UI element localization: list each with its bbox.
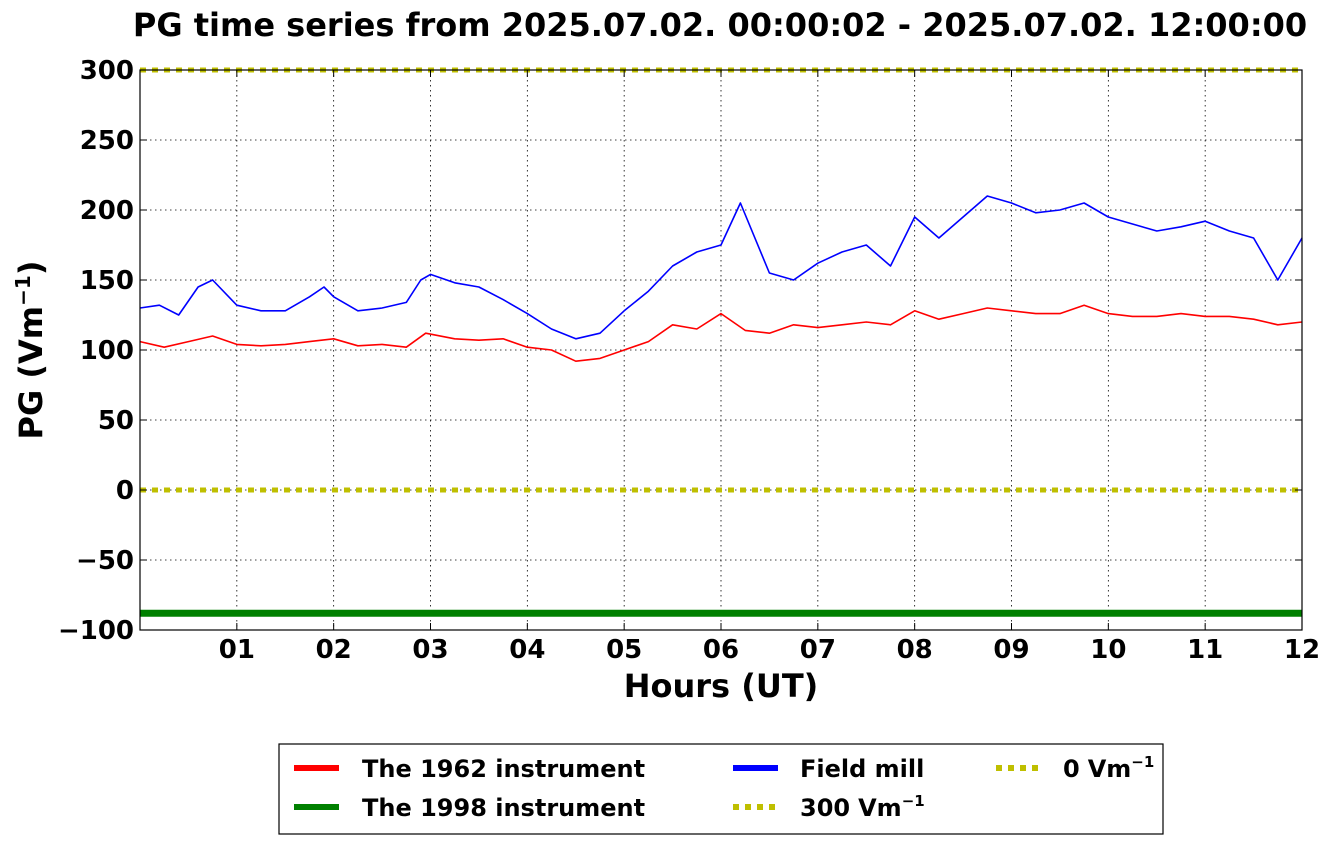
- y-axis-label-suffix: ): [12, 261, 50, 276]
- legend-label-300-exp: −1: [902, 792, 925, 810]
- legend-label-300: 300 Vm−1: [800, 792, 925, 822]
- legend-label-0-exp: −1: [1131, 753, 1154, 771]
- legend-label-0-unit: Vm: [1088, 755, 1132, 783]
- legend-label-300-unit: Vm: [858, 794, 902, 822]
- y-axis-label-unit: Vm: [12, 306, 50, 364]
- y-tick-label: 0: [116, 476, 134, 506]
- x-tick-label: 10: [1090, 635, 1126, 665]
- x-tick-label: 11: [1187, 635, 1223, 665]
- y-axis-label-prefix: PG (: [12, 364, 50, 439]
- y-tick-label: 200: [80, 196, 134, 226]
- grid: [140, 69, 1303, 631]
- series-line-0: [139, 304, 1303, 363]
- y-axis-label-exponent: −1: [11, 275, 35, 306]
- y-tick-label: −100: [58, 616, 134, 646]
- legend-label-1998: The 1998 instrument: [362, 794, 645, 822]
- y-tick-label: 300: [80, 56, 134, 86]
- x-tick-label: 09: [993, 635, 1029, 665]
- ticks: 01 02 03 04 05 06 07 08 09 10 11 12 300 250 200 150 100 5…: [58, 56, 1320, 665]
- legend-label-300-value: 300: [800, 794, 850, 822]
- x-tick-label: 01: [219, 635, 255, 665]
- y-tick-label: 250: [80, 126, 134, 156]
- y-tick-label: −50: [76, 546, 134, 576]
- x-tick-label: 12: [1284, 635, 1320, 665]
- x-tick-label: 05: [606, 635, 642, 665]
- legend-label-1962: The 1962 instrument: [362, 755, 645, 783]
- x-tick-label: 03: [412, 635, 448, 665]
- y-tick-label: 150: [80, 266, 134, 296]
- legend-label-0: 0 Vm−1: [1063, 753, 1154, 783]
- y-tick-label: 100: [80, 336, 134, 366]
- legend-label-0-value: 0: [1063, 755, 1080, 783]
- series-line-1: [139, 195, 1303, 340]
- y-tick-label: 50: [98, 406, 134, 436]
- x-tick-label: 06: [703, 635, 739, 665]
- legend: The 1962 instrument The 1998 instrument …: [278, 743, 1164, 835]
- legend-box: [278, 743, 1164, 835]
- x-tick-label: 07: [800, 635, 836, 665]
- y-axis-label: PG (Vm−1): [11, 261, 50, 440]
- chart-title: PG time series from 2025.07.02. 00:00:02…: [133, 6, 1307, 44]
- x-tick-label: 08: [897, 635, 933, 665]
- legend-label-field-mill: Field mill: [800, 755, 924, 783]
- x-tick-label: 04: [509, 635, 545, 665]
- x-tick-label: 02: [316, 635, 352, 665]
- x-axis-label: Hours (UT): [624, 667, 819, 705]
